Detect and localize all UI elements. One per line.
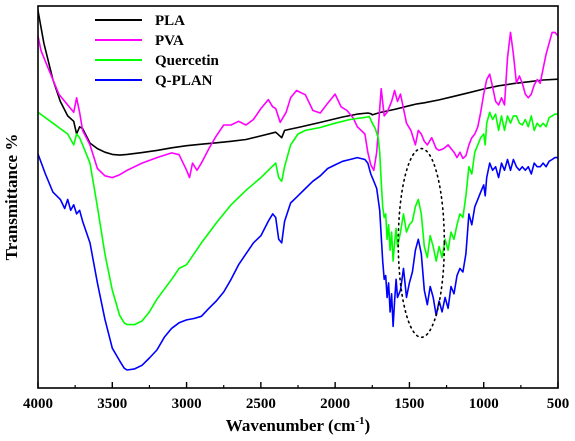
plot-frame	[37, 5, 559, 389]
series-line-quercetin	[38, 111, 558, 326]
x-tick-label: 4000	[23, 396, 53, 412]
x-axis-ticks: 4000 3500 3000 2500 2000 1500 1000 500	[23, 382, 569, 412]
x-axis-label-sup: -1	[355, 415, 364, 427]
x-tick-label: 3500	[97, 396, 127, 412]
legend-label: PVA	[155, 33, 184, 49]
legend: PLA PVA Quercetin Q-PLAN	[95, 13, 220, 89]
x-tick-label: 2500	[246, 396, 276, 412]
x-axis-label-main: Wavenumber (cm	[226, 416, 356, 435]
legend-label: Q-PLAN	[155, 73, 213, 89]
x-axis-label: Wavenumber (cm-1)	[226, 415, 370, 435]
series-line-pva	[38, 31, 558, 179]
legend-label: PLA	[155, 13, 185, 29]
annotation-layer	[397, 147, 446, 339]
x-tick-label: 1500	[394, 396, 424, 412]
x-axis-label-close: )	[365, 416, 371, 435]
highlight-ellipse	[397, 147, 446, 339]
x-tick-label: 1000	[469, 396, 499, 412]
x-tick-label: 500	[547, 396, 570, 412]
legend-label: Quercetin	[155, 53, 220, 69]
series-layer	[38, 9, 558, 371]
x-tick-label: 3000	[172, 396, 202, 412]
x-tick-label: 2000	[320, 396, 350, 412]
y-axis-label: Transmittance %	[2, 134, 21, 261]
series-line-q-plan	[38, 153, 558, 371]
